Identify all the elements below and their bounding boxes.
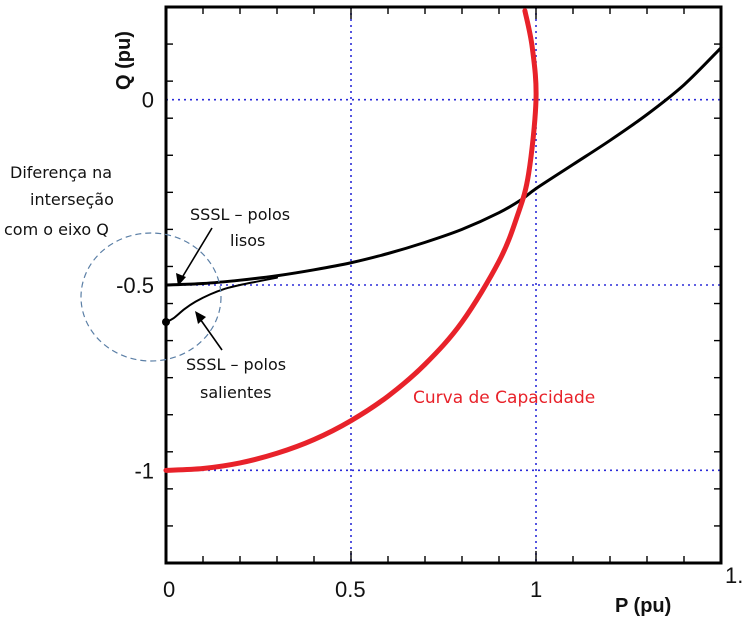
x-tick-labels: 0 0.5 1 1.5 (163, 563, 743, 602)
x-tick-label: 1.5 (725, 563, 743, 588)
annotation-salientes-line1: SSSL – polos (186, 355, 286, 374)
annotation-curva-capacidade: Curva de Capacidade (413, 388, 595, 408)
minor-ticks (165, 6, 722, 564)
arrow-lisos-head (176, 273, 186, 286)
x-tick-label: 0 (163, 577, 175, 602)
arrow-salientes-head (195, 311, 206, 324)
y-tick-labels: 0 -0.5 -1 (116, 88, 154, 484)
y-tick-label: 0 (142, 88, 154, 113)
annotation-diferenca-line3: com o eixo Q (4, 220, 109, 239)
annotation-lisos-line2: lisos (230, 231, 265, 250)
annotation-diferenca-line2: interseção (30, 190, 114, 209)
y-axis-label: Q (pu) (113, 31, 135, 90)
series-polos-lisos (164, 46, 723, 287)
series-polos-salientes (165, 276, 278, 324)
series-layer (163, 8, 723, 473)
arrow-lisos (179, 227, 213, 282)
x-tick-label: 1 (530, 577, 542, 602)
x-tick-label: 0.5 (335, 577, 366, 602)
y-tick-label: -0.5 (116, 273, 154, 298)
annotation-diferenca-line1: Diferença na (10, 163, 112, 182)
x-axis-label: P (pu) (615, 595, 671, 617)
salientes-start-point (162, 318, 170, 326)
annotation-lisos-line1: SSSL – polos (190, 205, 290, 224)
annotation-salientes-line2: salientes (200, 383, 271, 402)
arrow-salientes (197, 315, 223, 351)
series-curva-capacidade (163, 8, 539, 473)
grid-layer (166, 7, 721, 563)
y-tick-label: -1 (134, 458, 154, 483)
intersection-highlight-circle (80, 232, 222, 362)
